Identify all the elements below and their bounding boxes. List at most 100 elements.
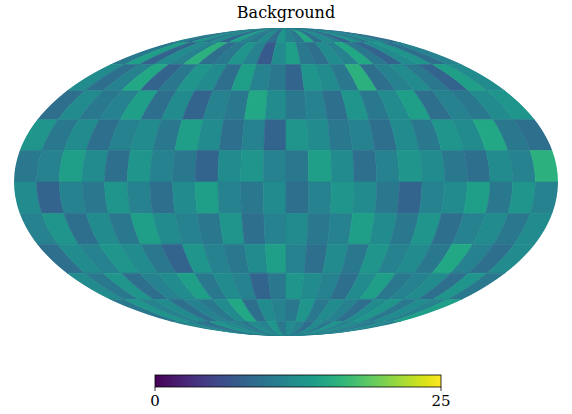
map-cell bbox=[353, 182, 377, 214]
map-cell bbox=[105, 150, 131, 182]
map-cell bbox=[238, 322, 286, 336]
map-cell bbox=[248, 322, 286, 336]
map-cell bbox=[286, 28, 401, 42]
map-cell bbox=[200, 322, 286, 336]
map-cell bbox=[419, 150, 445, 182]
map-cell bbox=[286, 120, 308, 151]
map-cell bbox=[150, 182, 175, 214]
map-cell bbox=[330, 182, 354, 214]
map-cell bbox=[486, 150, 513, 182]
map-cell bbox=[218, 182, 242, 214]
map-cell bbox=[307, 214, 331, 245]
map-cell bbox=[190, 322, 286, 336]
map-cell bbox=[173, 150, 198, 182]
map-cell bbox=[530, 182, 558, 214]
map-cell bbox=[263, 150, 286, 182]
map-cell bbox=[447, 65, 505, 91]
map-cell bbox=[267, 28, 286, 42]
map-cell bbox=[271, 299, 286, 321]
title: Background bbox=[237, 3, 335, 22]
map-cell bbox=[308, 182, 331, 214]
map-cell bbox=[330, 150, 354, 182]
map-cell bbox=[447, 273, 505, 299]
map-cell bbox=[180, 322, 286, 336]
map-cell bbox=[353, 150, 377, 182]
map-cell bbox=[382, 299, 447, 321]
map-cell bbox=[171, 322, 286, 336]
map-cell bbox=[375, 182, 400, 214]
map-cell bbox=[487, 244, 535, 273]
map-cell bbox=[228, 322, 286, 336]
map-cell bbox=[190, 28, 286, 42]
map-cell bbox=[397, 150, 422, 182]
map-cell bbox=[209, 28, 286, 42]
map-cell bbox=[238, 28, 286, 42]
map-cell bbox=[286, 182, 309, 214]
map-cell bbox=[264, 214, 286, 245]
map-cell bbox=[219, 28, 286, 42]
colorbar-tick bbox=[441, 387, 442, 391]
map-cell bbox=[171, 28, 286, 42]
map-cell bbox=[308, 150, 331, 182]
map-cell bbox=[486, 182, 513, 214]
map-cell bbox=[286, 244, 307, 273]
map-cell bbox=[242, 214, 266, 245]
map-cell bbox=[218, 150, 242, 182]
map-cell bbox=[219, 214, 244, 245]
map-cell bbox=[257, 322, 286, 336]
map-cell bbox=[265, 244, 286, 273]
map-cell bbox=[264, 120, 286, 151]
map-cell bbox=[265, 91, 286, 120]
map-cell bbox=[127, 150, 153, 182]
map-cell bbox=[286, 322, 392, 336]
colorbar-ticks: 0 25 bbox=[150, 387, 450, 410]
map-cell bbox=[228, 28, 286, 42]
map-cell bbox=[127, 182, 153, 214]
map-cell bbox=[286, 91, 307, 120]
map-cell bbox=[463, 150, 490, 182]
figure: Background 0 25 bbox=[0, 0, 572, 414]
map-cell bbox=[530, 150, 558, 182]
map-cell bbox=[514, 214, 552, 245]
map-cell bbox=[271, 42, 286, 64]
map-cell bbox=[375, 150, 400, 182]
map-cell bbox=[195, 182, 219, 214]
map-cell bbox=[195, 150, 219, 182]
map-cell bbox=[392, 299, 463, 321]
map-cell bbox=[514, 120, 552, 151]
map-cell bbox=[245, 91, 268, 120]
map-cell bbox=[268, 65, 286, 91]
map-cell bbox=[267, 322, 286, 336]
map-cell bbox=[180, 28, 286, 42]
map-cell bbox=[286, 28, 392, 42]
map-cell bbox=[307, 120, 331, 151]
map-cell bbox=[241, 150, 264, 182]
map-cell bbox=[200, 28, 286, 42]
map-cell bbox=[419, 182, 445, 214]
map-cell bbox=[286, 214, 308, 245]
colorbar bbox=[155, 375, 441, 387]
map-cell bbox=[286, 150, 309, 182]
map-cell bbox=[263, 182, 286, 214]
map-cell bbox=[219, 120, 244, 151]
map-cell bbox=[150, 150, 175, 182]
map-cell bbox=[248, 28, 286, 42]
map-cell bbox=[441, 182, 467, 214]
colorbar-tick-label: 25 bbox=[431, 392, 450, 410]
map-cell bbox=[382, 42, 447, 64]
map-cell bbox=[487, 91, 535, 120]
map-cell bbox=[276, 28, 286, 42]
map-cell bbox=[105, 182, 131, 214]
map-cell bbox=[245, 244, 268, 273]
map-cell bbox=[257, 28, 286, 42]
map-cell bbox=[392, 42, 463, 64]
colorbar-tick-label: 0 bbox=[150, 392, 160, 410]
map-cells bbox=[14, 28, 558, 336]
map-cell bbox=[463, 182, 490, 214]
colorbar-tick bbox=[155, 387, 156, 391]
map-cell bbox=[276, 322, 286, 336]
map-cell bbox=[441, 150, 467, 182]
map-cell bbox=[286, 322, 401, 336]
map-cell bbox=[397, 182, 422, 214]
map-cell bbox=[242, 120, 266, 151]
